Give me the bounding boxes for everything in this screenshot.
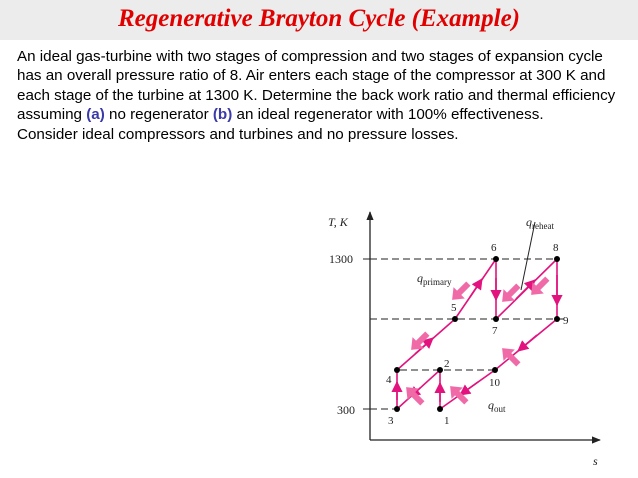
heat-arrow-out-1 [502, 348, 521, 367]
assumptions-line: Consider ideal compressors and turbines … [17, 125, 459, 143]
state-point-9 [554, 316, 560, 322]
arrow-5-6 [469, 278, 483, 298]
tick-label-300: 300 [337, 403, 355, 417]
q-reheat-leader [520, 221, 536, 291]
tick-label-1300: 1300 [329, 252, 353, 266]
slide-title: Regenerative Brayton Cycle (Example) [117, 5, 520, 32]
problem-statement: An ideal gas-turbine with two stages of … [17, 47, 629, 144]
state-label-4: 4 [386, 374, 392, 386]
state-label-10: 10 [489, 377, 501, 389]
state-point-7 [493, 316, 499, 322]
q-reheat-label: qreheat [526, 215, 554, 231]
state-point-6 [493, 256, 499, 262]
q-out-label: qout [488, 398, 506, 414]
heat-arrow-reheat-1 [502, 283, 521, 302]
heat-arrow-primary-2 [452, 281, 471, 300]
heat-arrows [406, 276, 550, 406]
state-point-1 [437, 406, 443, 412]
heat-arrow-primary-1 [411, 331, 430, 350]
part-a-marker: (a) [86, 106, 105, 124]
arrow-9-10 [517, 334, 538, 352]
state-point-5 [452, 316, 458, 322]
state-point-2 [437, 367, 443, 373]
heat-arrow-reheat-2 [531, 276, 550, 295]
state-point-8 [554, 256, 560, 262]
heat-arrow-out-3 [406, 387, 425, 406]
state-label-9: 9 [563, 315, 569, 327]
y-axis-label: T, K [328, 215, 349, 229]
heat-arrow-out-2 [450, 386, 469, 405]
part-b-marker: (b) [212, 106, 233, 124]
state-point-3 [394, 406, 400, 412]
title-band [0, 0, 638, 40]
state-label-5: 5 [451, 302, 457, 314]
state-point-10 [492, 367, 498, 373]
state-label-2: 2 [444, 358, 450, 370]
state-label-8: 8 [553, 242, 559, 254]
arrow-7-8 [515, 279, 536, 300]
q-primary-symbol: q [417, 271, 423, 285]
x-axis-label: s [593, 454, 598, 468]
q-reheat-subscript: reheat [532, 221, 554, 231]
q-primary-subscript: primary [423, 277, 452, 287]
problem-text-part3: an ideal regenerator with 100% effective… [232, 106, 544, 124]
problem-text-part1: An ideal gas-turbine with two stages of … [17, 48, 616, 124]
problem-text-part2: no regenerator [104, 106, 213, 124]
state-point-4 [394, 367, 400, 373]
q-out-symbol: q [488, 398, 494, 412]
state-label-3: 3 [388, 415, 394, 427]
q-out-subscript: out [494, 404, 506, 414]
arrow-4-5 [414, 337, 434, 355]
state-label-6: 6 [491, 242, 497, 254]
q-primary-label: qprimary [417, 271, 452, 287]
state-label-7: 7 [492, 325, 498, 337]
arrow-10-1 [459, 381, 479, 396]
state-label-1: 1 [444, 415, 450, 427]
q-reheat-symbol: q [526, 215, 532, 229]
